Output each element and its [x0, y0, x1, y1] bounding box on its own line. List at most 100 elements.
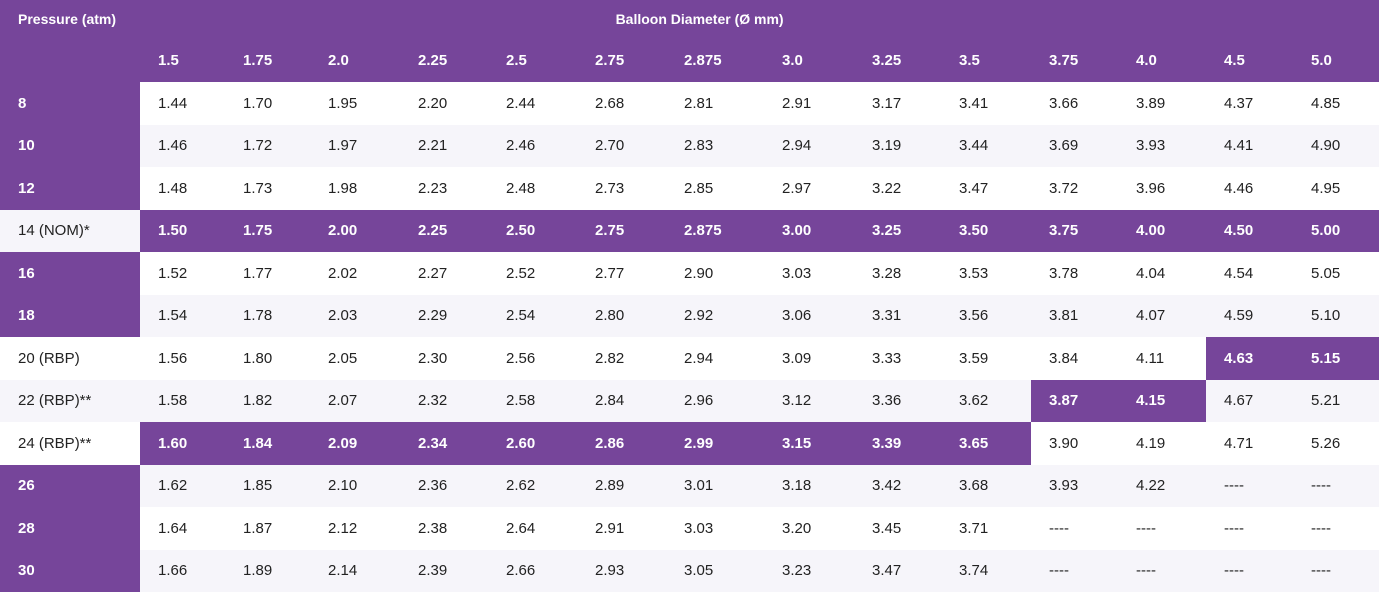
- diameter-value-cell: 1.66: [140, 550, 225, 592]
- diameter-value-cell: 1.97: [310, 125, 400, 168]
- diameter-value-cell: ----: [1118, 507, 1206, 550]
- diameter-value-cell: 1.50: [140, 210, 225, 253]
- diameter-value-cell: 2.09: [310, 422, 400, 465]
- diameter-value-cell: 2.81: [666, 82, 764, 125]
- diameter-value-cell: 1.98: [310, 167, 400, 210]
- diameter-value-cell: 3.36: [854, 380, 941, 423]
- diameter-value-cell: 2.30: [400, 337, 488, 380]
- diameter-value-cell: 3.33: [854, 337, 941, 380]
- diameter-value-cell: 3.39: [854, 422, 941, 465]
- diameter-value-cell: 3.44: [941, 125, 1031, 168]
- diameter-value-cell: ----: [1206, 465, 1293, 508]
- diameter-value-cell: 3.18: [764, 465, 854, 508]
- diameter-value-cell: 4.67: [1206, 380, 1293, 423]
- pressure-cell: 18: [0, 295, 140, 338]
- diameter-value-cell: 4.59: [1206, 295, 1293, 338]
- diameter-value-cell: 3.15: [764, 422, 854, 465]
- diameter-value-cell: ----: [1293, 507, 1379, 550]
- diameter-value-cell: 2.52: [488, 252, 577, 295]
- pressure-cell: 30: [0, 550, 140, 592]
- diameter-value-cell: 3.72: [1031, 167, 1118, 210]
- pressure-cell: 14 (NOM)*: [0, 210, 140, 253]
- diameter-value-cell: 1.75: [225, 210, 310, 253]
- diameter-value-cell: ----: [1293, 465, 1379, 508]
- diameter-value-cell: 2.25: [400, 210, 488, 253]
- diameter-value-cell: 3.74: [941, 550, 1031, 592]
- diameter-value-cell: 1.60: [140, 422, 225, 465]
- diameter-value-cell: 5.05: [1293, 252, 1379, 295]
- diameter-value-cell: 1.52: [140, 252, 225, 295]
- diameter-value-cell: 3.93: [1031, 465, 1118, 508]
- diameter-value-cell: 3.09: [764, 337, 854, 380]
- diameter-value-cell: 4.11: [1118, 337, 1206, 380]
- diameter-value-cell: 1.46: [140, 125, 225, 168]
- diameter-value-cell: 5.26: [1293, 422, 1379, 465]
- diameter-value-cell: 2.75: [577, 210, 666, 253]
- diameter-value-cell: 4.95: [1293, 167, 1379, 210]
- diameter-value-cell: 3.69: [1031, 125, 1118, 168]
- diameter-value-cell: 3.71: [941, 507, 1031, 550]
- diameter-value-cell: 2.60: [488, 422, 577, 465]
- diameter-value-cell: 3.17: [854, 82, 941, 125]
- diameter-value-cell: 3.87: [1031, 380, 1118, 423]
- diameter-value-cell: 5.21: [1293, 380, 1379, 423]
- diameter-col-header: 3.5: [941, 38, 1031, 82]
- pressure-cell: 24 (RBP)**: [0, 422, 140, 465]
- diameter-value-cell: 4.07: [1118, 295, 1206, 338]
- diameter-value-cell: 2.86: [577, 422, 666, 465]
- diameter-value-cell: 3.25: [854, 210, 941, 253]
- table-header-row: Pressure (atm) Balloon Diameter (Ø mm): [0, 0, 1379, 38]
- pressure-cell: 8: [0, 82, 140, 125]
- diameter-value-cell: 2.94: [764, 125, 854, 168]
- diameter-value-cell: 2.92: [666, 295, 764, 338]
- diameter-value-cell: 2.93: [577, 550, 666, 592]
- diameter-value-cell: 3.56: [941, 295, 1031, 338]
- diameter-value-cell: 2.27: [400, 252, 488, 295]
- diameter-value-cell: 1.54: [140, 295, 225, 338]
- diameter-value-cell: 2.70: [577, 125, 666, 168]
- diameter-value-cell: 3.31: [854, 295, 941, 338]
- pressure-cell: 26: [0, 465, 140, 508]
- diameter-value-cell: 3.45: [854, 507, 941, 550]
- diameter-value-cell: 3.89: [1118, 82, 1206, 125]
- diameter-value-cell: 2.00: [310, 210, 400, 253]
- diameter-value-cell: 3.03: [764, 252, 854, 295]
- pressure-cell: 22 (RBP)**: [0, 380, 140, 423]
- diameter-value-cell: 2.94: [666, 337, 764, 380]
- diameter-col-header: 4.0: [1118, 38, 1206, 82]
- diameter-value-cell: 2.34: [400, 422, 488, 465]
- diameter-value-cell: 2.77: [577, 252, 666, 295]
- diameter-value-cell: 1.84: [225, 422, 310, 465]
- diameter-value-cell: 1.87: [225, 507, 310, 550]
- diameter-value-cell: 1.70: [225, 82, 310, 125]
- diameter-value-cell: 2.12: [310, 507, 400, 550]
- diameter-value-cell: 5.10: [1293, 295, 1379, 338]
- diameter-value-cell: 2.02: [310, 252, 400, 295]
- diameter-value-cell: 3.19: [854, 125, 941, 168]
- diameter-value-cell: 1.78: [225, 295, 310, 338]
- diameter-col-header: 2.75: [577, 38, 666, 82]
- pressure-cell: 10: [0, 125, 140, 168]
- diameter-value-cell: 2.82: [577, 337, 666, 380]
- diameter-value-cell: 3.90: [1031, 422, 1118, 465]
- diameter-col-header: 4.5: [1206, 38, 1293, 82]
- diameter-value-cell: 1.80: [225, 337, 310, 380]
- diameter-value-cell: 3.12: [764, 380, 854, 423]
- diameter-value-cell: 3.50: [941, 210, 1031, 253]
- diameter-value-cell: 1.64: [140, 507, 225, 550]
- diameter-value-cell: 3.47: [854, 550, 941, 592]
- diameter-value-cell: 3.01: [666, 465, 764, 508]
- empty-header-cell: [0, 38, 140, 82]
- diameter-value-cell: ----: [1293, 550, 1379, 592]
- diameter-value-cell: 2.64: [488, 507, 577, 550]
- diameter-value-cell: 1.62: [140, 465, 225, 508]
- diameter-col-header: 5.0: [1293, 38, 1379, 82]
- diameter-col-header: 2.5: [488, 38, 577, 82]
